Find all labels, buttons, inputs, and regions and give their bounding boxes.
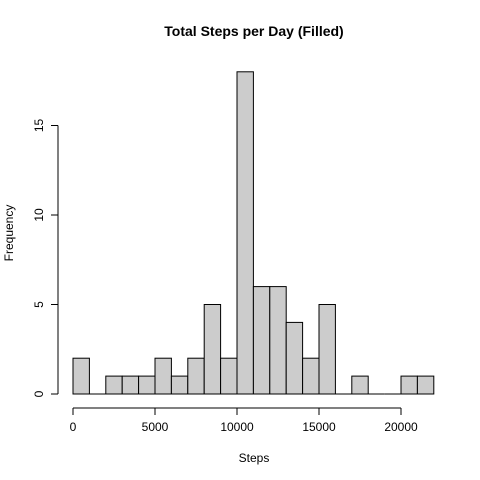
x-tick-label: 10000	[220, 420, 254, 434]
histogram-bar	[170, 375, 189, 395]
histogram-bar	[285, 321, 304, 395]
x-axis-label: Steps	[239, 451, 270, 465]
histogram-bar	[203, 304, 222, 395]
histogram-bar	[138, 375, 156, 395]
histogram-bar	[187, 357, 205, 395]
histogram-bar	[72, 357, 90, 395]
y-tick-label: 5	[32, 301, 46, 308]
histogram-bar	[236, 71, 254, 395]
x-tick-label: 0	[70, 420, 77, 434]
y-axis: 0 5 10 15	[32, 119, 59, 397]
histogram-bar	[220, 357, 238, 395]
x-tick-label: 20000	[384, 420, 418, 434]
y-axis-label: Frequency	[2, 205, 16, 262]
y-tick-label: 10	[32, 208, 46, 222]
histogram-bar	[400, 375, 418, 395]
y-tick-label: 15	[32, 119, 46, 133]
histogram-bar	[302, 357, 320, 395]
x-axis: 0 5000 10000 15000 20000	[70, 407, 418, 434]
histogram-bar	[269, 286, 287, 395]
bars-group	[72, 71, 435, 395]
y-tick-label: 0	[32, 390, 46, 397]
x-tick-label: 15000	[302, 420, 336, 434]
histogram-bar	[416, 375, 435, 395]
chart-title: Total Steps per Day (Filled)	[164, 23, 343, 39]
histogram-bar	[252, 286, 271, 395]
histogram-bar	[154, 357, 172, 395]
histogram-bar	[318, 304, 336, 395]
histogram-bar	[121, 375, 140, 395]
histogram-bar	[105, 375, 123, 395]
x-tick-label: 5000	[142, 420, 169, 434]
histogram-bar	[351, 375, 369, 395]
